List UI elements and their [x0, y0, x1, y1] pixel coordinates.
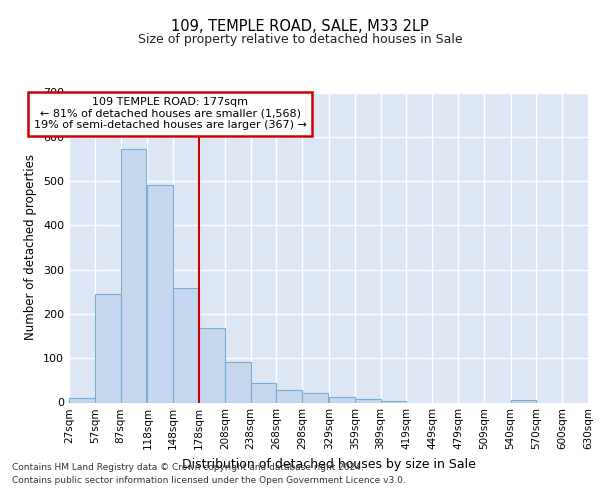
Bar	[329, 397, 355, 402]
Bar	[302, 393, 328, 402]
Text: 109 TEMPLE ROAD: 177sqm
← 81% of detached houses are smaller (1,568)
19% of semi: 109 TEMPLE ROAD: 177sqm ← 81% of detache…	[34, 97, 307, 130]
Bar	[225, 362, 251, 403]
Bar	[380, 400, 406, 402]
Bar	[121, 148, 146, 402]
Bar	[511, 400, 536, 402]
Bar	[199, 328, 225, 402]
Bar	[277, 390, 302, 402]
Bar	[95, 294, 121, 403]
Bar	[69, 398, 95, 402]
Bar	[148, 184, 173, 402]
Y-axis label: Number of detached properties: Number of detached properties	[25, 154, 37, 340]
Bar	[355, 400, 380, 402]
Bar	[251, 382, 277, 402]
Text: Size of property relative to detached houses in Sale: Size of property relative to detached ho…	[137, 32, 463, 46]
Bar	[173, 288, 199, 403]
Text: Contains HM Land Registry data © Crown copyright and database right 2024.: Contains HM Land Registry data © Crown c…	[12, 462, 364, 471]
X-axis label: Distribution of detached houses by size in Sale: Distribution of detached houses by size …	[182, 458, 475, 471]
Text: 109, TEMPLE ROAD, SALE, M33 2LP: 109, TEMPLE ROAD, SALE, M33 2LP	[171, 19, 429, 34]
Text: Contains public sector information licensed under the Open Government Licence v3: Contains public sector information licen…	[12, 476, 406, 485]
